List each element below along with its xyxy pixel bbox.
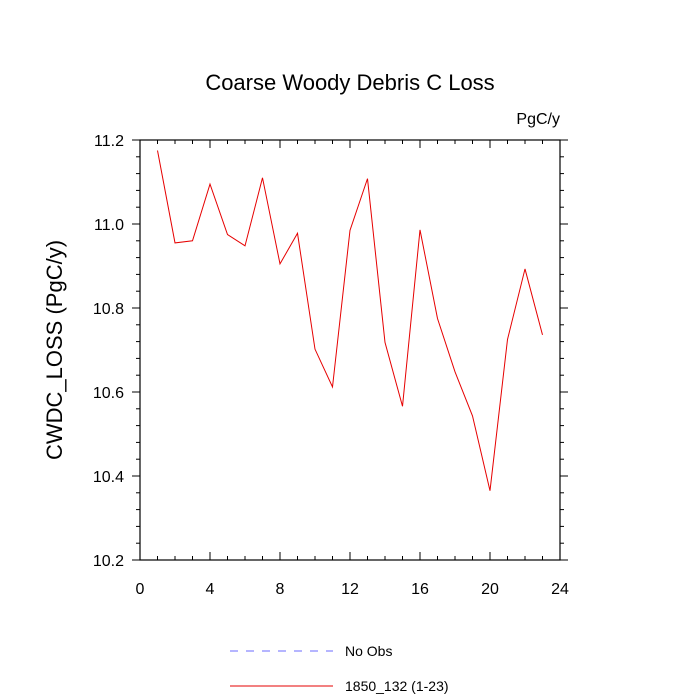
x-tick-labels: 0 4 8 12 16 20 24	[136, 581, 569, 598]
y-tick-label: 10.4	[93, 469, 124, 486]
x-tick-label: 24	[551, 581, 569, 598]
plot-frame	[139, 139, 561, 561]
x-tick-label: 12	[341, 581, 359, 598]
legend-label: 1850_132 (1-23)	[345, 678, 449, 694]
x-tick-label: 20	[481, 581, 499, 598]
y-tick-label: 10.8	[93, 301, 124, 318]
x-tick-label: 8	[276, 581, 285, 598]
units-label: PgC/y	[516, 111, 560, 128]
x-tick-label: 4	[206, 581, 215, 598]
y-tick-label: 11.2	[94, 133, 124, 150]
y-tick-label: 10.6	[93, 385, 124, 402]
y-axis-label: CWDC_LOSS (PgC/y)	[42, 240, 67, 460]
x-tick-label: 0	[136, 581, 145, 598]
chart-title: Coarse Woody Debris C Loss	[205, 70, 494, 95]
y-tick-label: 10.2	[93, 553, 124, 570]
y-tick-label: 11.0	[94, 217, 124, 234]
legend: No Obs 1850_132 (1-23)	[230, 643, 449, 694]
y-tick-labels: 10.2 10.4 10.6 10.8 11.0 11.2	[93, 133, 124, 570]
axis-ticks	[132, 139, 568, 561]
x-tick-label: 16	[411, 581, 429, 598]
series-line	[157, 150, 543, 491]
legend-label: No Obs	[345, 643, 392, 659]
plot-lines	[157, 150, 543, 491]
